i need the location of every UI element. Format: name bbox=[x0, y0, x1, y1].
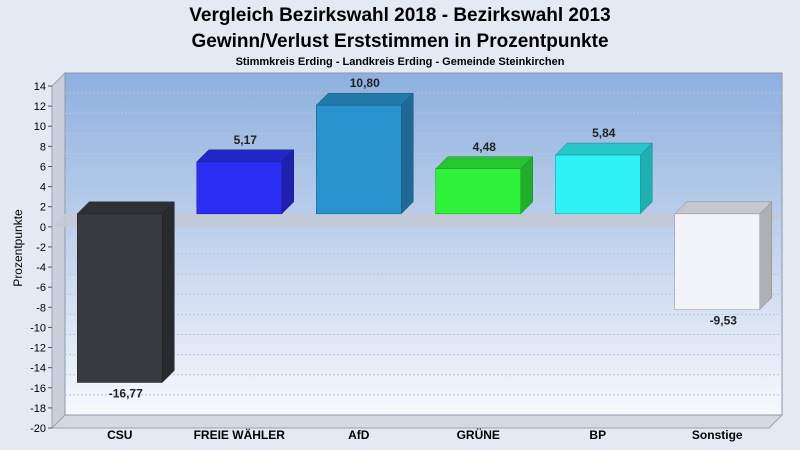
y-tick-label: 4 bbox=[40, 182, 46, 194]
y-tick-label: -6 bbox=[36, 282, 46, 294]
bar-side bbox=[640, 142, 653, 215]
data-label: 10,80 bbox=[350, 76, 380, 90]
y-tick-label: -10 bbox=[30, 322, 46, 334]
x-tick-label: Sonstige bbox=[692, 428, 743, 442]
data-labels: -16,77 5,17 10,80 4,48 5,84 -9,53 bbox=[109, 76, 738, 400]
x-tick-label: AfD bbox=[348, 428, 370, 442]
bar-top bbox=[674, 201, 773, 215]
bar-sonstige bbox=[674, 201, 773, 311]
x-tick-label: BP bbox=[589, 428, 606, 442]
zero-baseline bbox=[52, 213, 782, 227]
y-tick-label: -18 bbox=[30, 403, 46, 415]
y-tick-label: -2 bbox=[36, 242, 46, 254]
x-tick-label: CSU bbox=[107, 428, 132, 442]
bar-side bbox=[401, 92, 414, 215]
y-tick-label: -12 bbox=[30, 343, 46, 355]
y-tick-label: 2 bbox=[40, 202, 46, 214]
y-tick-label: 14 bbox=[34, 81, 46, 93]
y-tick-label: 8 bbox=[40, 141, 46, 153]
y-axis-label: Prozentpunkte bbox=[11, 209, 25, 287]
y-tick-label: 12 bbox=[34, 101, 46, 113]
y-tick-label: -14 bbox=[30, 363, 46, 375]
bar-afd bbox=[315, 92, 414, 215]
x-tick-label: GRÜNE bbox=[457, 427, 500, 442]
bar-bp bbox=[554, 142, 653, 215]
data-label: -16,77 bbox=[109, 387, 143, 401]
bar-top bbox=[554, 142, 653, 156]
y-tick-label: 0 bbox=[40, 222, 46, 234]
chart-subtitle: Gewinn/Verlust Erststimmen in Prozentpun… bbox=[191, 31, 608, 52]
gridlines bbox=[52, 92, 782, 396]
bar-top bbox=[315, 92, 414, 106]
chart-title: Vergleich Bezirkswahl 2018 - Bezirkswahl… bbox=[189, 5, 610, 26]
bar-front bbox=[555, 154, 641, 215]
chart-caption: Stimmkreis Erding - Landkreis Erding - G… bbox=[236, 56, 565, 68]
bars bbox=[76, 92, 773, 384]
bar-top bbox=[76, 201, 175, 215]
y-tick-label: -8 bbox=[36, 302, 46, 314]
bar-front bbox=[196, 161, 282, 215]
bar-freie-wähler bbox=[196, 149, 295, 215]
data-label: 5,84 bbox=[592, 126, 616, 140]
bar-front bbox=[316, 104, 402, 215]
x-tick-label: FREIE WÄHLER bbox=[194, 427, 286, 442]
bar-grüne bbox=[435, 156, 534, 215]
plot-area bbox=[50, 71, 784, 430]
bar-csu bbox=[76, 201, 175, 384]
data-label: 5,17 bbox=[234, 133, 258, 147]
plot-background bbox=[64, 72, 783, 416]
bar-side bbox=[759, 201, 772, 311]
plot-side-wall bbox=[51, 71, 66, 430]
plot-floor bbox=[50, 414, 784, 429]
y-tick-label: -20 bbox=[30, 423, 46, 435]
bar-front bbox=[435, 168, 521, 215]
y-tick-label: 6 bbox=[40, 161, 46, 173]
bar-side bbox=[162, 201, 175, 384]
y-tick-label: -16 bbox=[30, 383, 46, 395]
data-label: -9,53 bbox=[710, 314, 738, 328]
bar-top bbox=[435, 156, 534, 170]
bar-top bbox=[196, 149, 295, 163]
x-axis-ticks: CSU FREIE WÄHLER AfD GRÜNE BP Sonstige bbox=[107, 427, 743, 442]
bar-front bbox=[674, 213, 760, 310]
data-label: 4,48 bbox=[473, 140, 497, 154]
bar-front bbox=[77, 213, 163, 383]
y-tick-label: 10 bbox=[34, 121, 46, 133]
y-tick-label: -4 bbox=[36, 262, 46, 274]
